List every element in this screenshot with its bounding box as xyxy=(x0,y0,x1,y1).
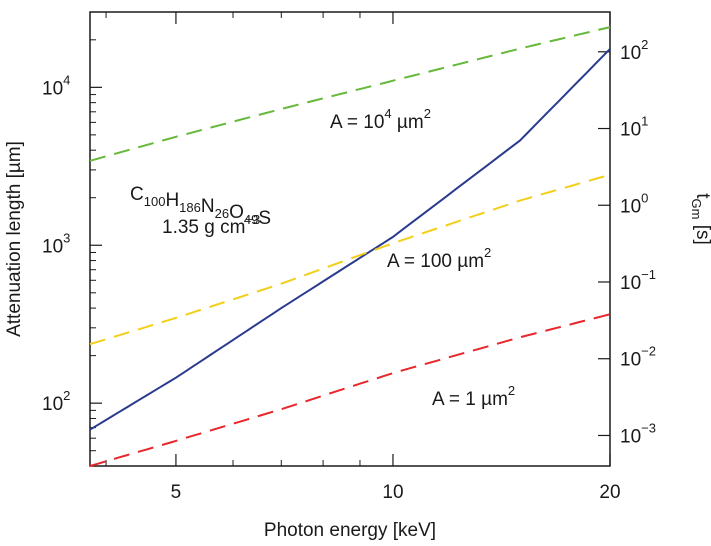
series-annotation-2: A = 1 µm2 xyxy=(432,383,515,410)
series-annotation-1: A = 100 µm2 xyxy=(387,245,491,272)
x-tick-label: 20 xyxy=(599,482,620,503)
x-axis-title: Photon energy [keV] xyxy=(264,520,436,541)
material-formula: C100H186N26O49S xyxy=(130,184,271,229)
series-layer xyxy=(89,26,611,467)
material-density: 1.35 g cm−3 xyxy=(162,212,260,238)
axis-ticks xyxy=(90,11,611,467)
y-axis-title: Attenuation length [µm] xyxy=(4,141,25,337)
y2-tick-label: 10−3 xyxy=(620,420,656,447)
y2-tick-label: 100 xyxy=(620,190,648,217)
y2-tick-label: 10−1 xyxy=(620,267,656,294)
series-annotation-0: A = 104 µm2 xyxy=(330,106,431,133)
y2-tick-label: 102 xyxy=(620,37,648,64)
plot-frame xyxy=(89,11,611,467)
attenuation-line xyxy=(89,48,611,431)
time-series-line-1 xyxy=(89,173,611,346)
y2-tick-label: 10−2 xyxy=(620,344,656,371)
x-tick-label: 10 xyxy=(382,482,403,503)
y-tick-label: 103 xyxy=(42,230,70,257)
time-series-line-2 xyxy=(89,313,611,467)
y-tick-label: 102 xyxy=(42,388,70,415)
time-series-line-0 xyxy=(89,26,611,162)
y2-tick-label: 101 xyxy=(620,114,648,141)
labels-layer: 5 10 20 102 103 104 10−3 10−2 10−1 100 101 102 Photo… xyxy=(4,37,711,541)
y2-axis-title: tGm [s] xyxy=(689,193,711,245)
y-tick-label: 104 xyxy=(42,72,70,99)
x-tick-label: 5 xyxy=(171,482,182,503)
